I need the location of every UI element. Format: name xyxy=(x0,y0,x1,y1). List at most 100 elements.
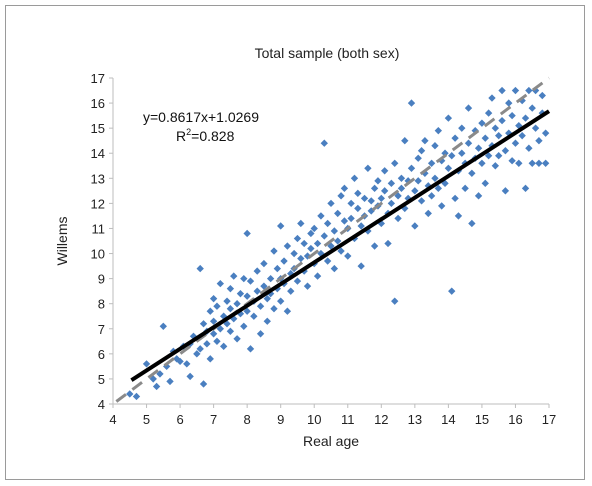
data-point xyxy=(226,284,235,293)
data-point xyxy=(216,279,225,288)
y-tick-label: 4 xyxy=(98,397,105,412)
y-tick-label: 6 xyxy=(98,347,105,362)
data-point xyxy=(454,212,463,220)
data-point xyxy=(515,159,523,167)
data-point xyxy=(196,264,204,273)
data-points xyxy=(126,86,550,401)
data-point xyxy=(478,159,486,167)
data-point xyxy=(491,124,500,132)
data-point xyxy=(364,164,372,172)
data-point xyxy=(253,287,261,295)
data-point xyxy=(273,264,282,273)
data-point xyxy=(407,164,416,172)
data-point xyxy=(233,335,241,343)
x-tick-label: 13 xyxy=(408,412,422,427)
data-point xyxy=(293,277,302,285)
data-point xyxy=(246,277,255,285)
data-point xyxy=(444,114,453,122)
data-point xyxy=(350,174,359,182)
chart-title: Total sample (both sex) xyxy=(255,45,400,61)
data-point xyxy=(370,184,379,193)
data-point xyxy=(246,345,255,353)
data-point xyxy=(293,234,302,243)
data-point xyxy=(280,257,288,265)
data-point xyxy=(528,104,536,112)
data-point xyxy=(223,297,231,305)
data-point xyxy=(270,247,278,255)
x-ticks: 4 5 6 7 8 9 10 11 12 13 14 15 16 17 xyxy=(109,404,556,427)
data-point xyxy=(498,116,506,125)
data-point xyxy=(464,139,473,147)
data-point xyxy=(481,179,489,188)
data-point xyxy=(313,239,322,248)
y-tick-label: 7 xyxy=(98,322,105,337)
data-point xyxy=(243,292,251,300)
data-point xyxy=(277,222,285,230)
data-point xyxy=(377,194,385,203)
data-point xyxy=(407,99,416,107)
data-point xyxy=(250,312,258,320)
data-point xyxy=(357,262,365,270)
data-point xyxy=(538,91,546,100)
data-point xyxy=(256,330,265,338)
data-point xyxy=(344,252,352,260)
data-point xyxy=(451,134,459,142)
data-point xyxy=(206,355,214,363)
data-point xyxy=(142,360,151,368)
data-point xyxy=(488,94,496,102)
y-tick-label: 12 xyxy=(91,196,105,211)
data-point xyxy=(330,264,339,273)
data-point xyxy=(176,357,184,366)
data-point xyxy=(380,167,389,175)
data-point xyxy=(367,197,375,205)
data-point xyxy=(263,294,271,303)
data-point xyxy=(230,272,238,280)
data-point xyxy=(327,199,335,208)
data-point xyxy=(491,162,500,170)
r-squared-value: =0.828 xyxy=(191,128,234,144)
y-ticks: 4 5 6 7 8 9 10 11 12 13 14 15 16 17 xyxy=(91,71,113,412)
data-point xyxy=(303,282,312,290)
data-point xyxy=(330,227,339,235)
data-point xyxy=(498,86,506,95)
data-point xyxy=(541,159,550,167)
data-point xyxy=(290,249,298,258)
data-point xyxy=(277,297,285,305)
data-point xyxy=(193,350,201,358)
data-point xyxy=(394,214,402,223)
data-point xyxy=(347,214,355,223)
data-point xyxy=(391,297,399,305)
data-point xyxy=(521,114,530,122)
data-point xyxy=(397,184,406,193)
data-point xyxy=(287,287,295,295)
x-tick-label: 11 xyxy=(341,412,355,427)
data-point xyxy=(317,212,325,220)
data-point xyxy=(307,229,315,238)
chart-frame xyxy=(5,5,585,480)
x-axis-label: Real age xyxy=(303,433,359,449)
data-point xyxy=(233,300,241,308)
data-point xyxy=(209,294,218,303)
data-point xyxy=(354,204,362,213)
data-point xyxy=(159,322,167,330)
data-point xyxy=(354,189,362,198)
y-tick-label: 10 xyxy=(91,247,105,262)
y-tick-label: 9 xyxy=(98,272,105,287)
data-point xyxy=(297,254,305,263)
y-axis-label: Willems xyxy=(54,217,70,266)
data-point xyxy=(535,159,543,167)
data-point xyxy=(283,307,292,315)
data-point xyxy=(448,287,456,295)
data-point xyxy=(495,131,503,140)
data-point xyxy=(461,184,469,193)
data-point xyxy=(528,159,536,167)
x-tick-label: 14 xyxy=(441,412,455,427)
r-squared-superscript: 2 xyxy=(186,127,191,137)
plot-area: 4 5 6 7 8 9 10 11 12 13 14 15 16 17 4 5 6 7 8 9 10 11 12 13 14 1… xyxy=(91,71,557,427)
x-tick-label: 6 xyxy=(176,412,183,427)
data-point xyxy=(535,137,543,145)
data-point xyxy=(474,192,483,200)
data-point xyxy=(152,382,161,391)
data-point xyxy=(253,267,261,275)
